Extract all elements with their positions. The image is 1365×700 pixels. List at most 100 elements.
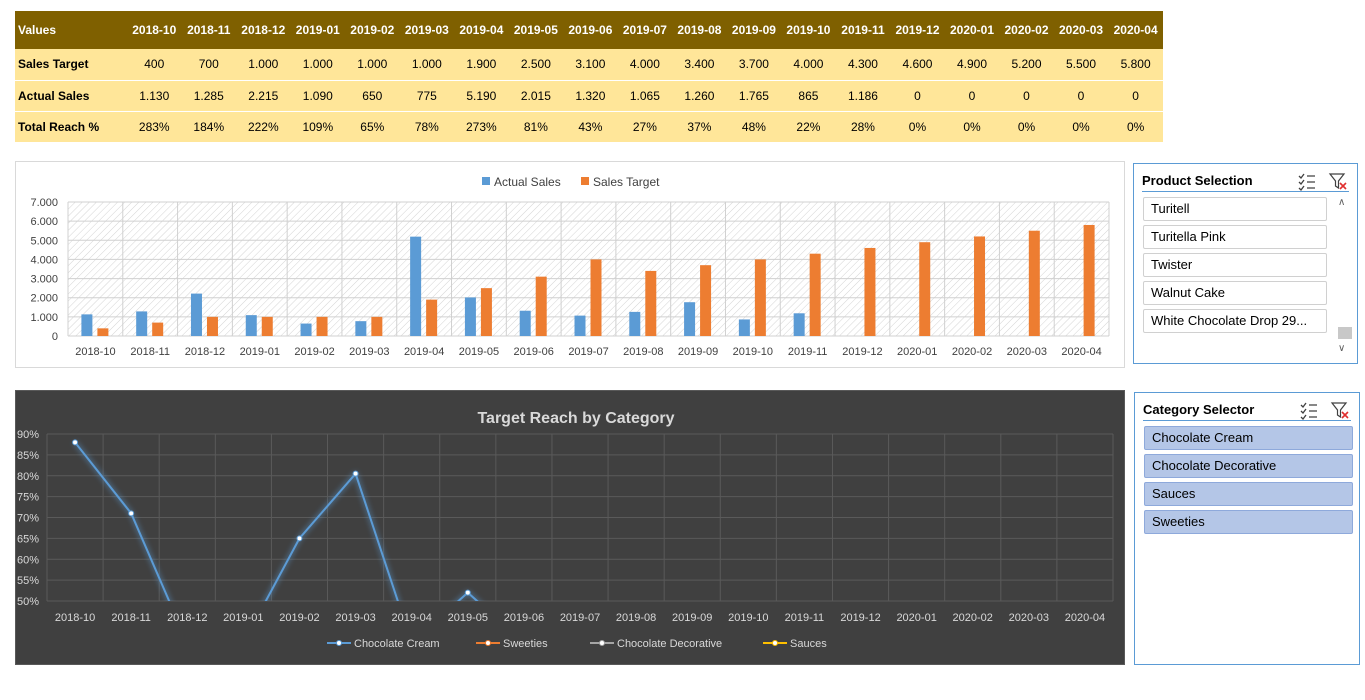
slicer-item[interactable]: Twister <box>1143 253 1327 277</box>
table-cell[interactable]: 5.500 <box>1053 49 1109 80</box>
table-cell[interactable]: 5.200 <box>999 49 1054 80</box>
table-cell[interactable]: 0 <box>944 79 1000 111</box>
slicer-scrollbar[interactable]: ∧ ∨ <box>1336 197 1352 357</box>
table-cell[interactable]: 283% <box>127 110 182 142</box>
clear-filter-icon[interactable] <box>1328 171 1348 191</box>
bar-actual-sales[interactable] <box>81 314 93 336</box>
table-cell[interactable]: 184% <box>181 110 237 142</box>
bar-sales-target[interactable] <box>152 322 164 336</box>
table-cell[interactable]: 0 <box>999 79 1054 111</box>
bar-sales-target[interactable] <box>535 276 547 336</box>
table-cell[interactable]: 1.000 <box>236 49 291 80</box>
table-cell[interactable]: 5.800 <box>1108 49 1163 80</box>
table-cell[interactable]: 273% <box>454 110 509 142</box>
bar-sales-target[interactable] <box>919 242 931 336</box>
scroll-thumb[interactable] <box>1338 327 1352 339</box>
table-cell[interactable]: 4.900 <box>944 49 1000 80</box>
slicer-item[interactable]: Sweeties <box>1144 510 1353 534</box>
table-cell[interactable]: 4.000 <box>617 49 673 80</box>
table-cell[interactable]: 4.300 <box>835 49 891 80</box>
table-cell[interactable]: 0% <box>890 110 945 142</box>
scroll-up-icon[interactable]: ∧ <box>1338 197 1346 208</box>
sales-bar-chart[interactable]: 0 1.000 2.000 3.000 4.000 5.000 6.000 7.000 2018… <box>15 161 1125 368</box>
table-cell[interactable]: 28% <box>835 110 891 142</box>
table-cell[interactable]: 0% <box>944 110 1000 142</box>
bar-sales-target[interactable] <box>974 236 986 336</box>
category-selector-slicer[interactable]: Category Selector Chocolate Cream Chocola… <box>1134 392 1360 665</box>
table-cell[interactable]: 1.090 <box>290 79 346 111</box>
table-cell[interactable]: 1.260 <box>672 79 727 111</box>
table-cell[interactable]: 1.130 <box>127 79 182 111</box>
bar-sales-target[interactable] <box>206 316 218 336</box>
data-point[interactable] <box>128 510 135 517</box>
table-cell[interactable]: 1.900 <box>454 49 509 80</box>
target-reach-line-chart[interactable]: Target Reach by Category 50% 55% 60% 65% 70% 7… <box>15 390 1125 665</box>
table-cell[interactable]: 0% <box>1053 110 1109 142</box>
bar-actual-sales[interactable] <box>464 297 476 336</box>
bar-sales-target[interactable] <box>1028 230 1040 336</box>
slicer-item[interactable]: White Chocolate Drop 29... <box>1143 309 1327 333</box>
table-cell[interactable]: 1.320 <box>563 79 618 111</box>
table-cell[interactable]: 65% <box>345 110 400 142</box>
data-point[interactable] <box>352 470 359 477</box>
table-cell[interactable]: 0 <box>1053 79 1109 111</box>
scroll-down-icon[interactable]: ∨ <box>1338 343 1346 354</box>
bar-actual-sales[interactable] <box>629 311 641 336</box>
table-cell[interactable]: 2.215 <box>236 79 291 111</box>
table-cell[interactable]: 2.015 <box>508 79 564 111</box>
table-cell[interactable]: 43% <box>563 110 618 142</box>
table-cell[interactable]: 0 <box>1108 79 1163 111</box>
table-cell[interactable]: 3.700 <box>726 49 782 80</box>
table-cell[interactable]: 22% <box>781 110 836 142</box>
table-cell[interactable]: 1.000 <box>345 49 400 80</box>
bar-sales-target[interactable] <box>864 247 876 336</box>
table-cell[interactable]: 5.190 <box>454 79 509 111</box>
table-cell[interactable]: 3.100 <box>563 49 618 80</box>
bar-sales-target[interactable] <box>809 253 821 336</box>
table-cell[interactable]: 4.000 <box>781 49 836 80</box>
table-cell[interactable]: 109% <box>290 110 346 142</box>
data-point[interactable] <box>296 535 303 542</box>
slicer-item[interactable]: Sauces <box>1144 482 1353 506</box>
data-point[interactable] <box>464 589 471 596</box>
table-cell[interactable]: 4.600 <box>890 49 945 80</box>
table-cell[interactable]: 2.500 <box>508 49 564 80</box>
bar-sales-target[interactable] <box>480 288 492 336</box>
table-cell[interactable]: 81% <box>508 110 564 142</box>
bar-actual-sales[interactable] <box>300 323 312 336</box>
table-cell[interactable]: 0% <box>999 110 1054 142</box>
table-cell[interactable]: 1.285 <box>181 79 237 111</box>
multi-select-icon[interactable] <box>1299 400 1319 420</box>
table-cell[interactable]: 78% <box>399 110 455 142</box>
data-point[interactable] <box>72 439 79 446</box>
slicer-item[interactable]: Turitell <box>1143 197 1327 221</box>
product-selection-slicer[interactable]: Product Selection Turitell Turitella Pink… <box>1133 163 1358 364</box>
multi-select-icon[interactable] <box>1297 171 1317 191</box>
table-cell[interactable]: 650 <box>345 79 400 111</box>
bar-actual-sales[interactable] <box>190 293 202 336</box>
bar-actual-sales[interactable] <box>793 313 805 336</box>
bar-actual-sales[interactable] <box>738 319 750 336</box>
slicer-item[interactable]: Chocolate Cream <box>1144 426 1353 450</box>
table-cell[interactable]: 1.000 <box>399 49 455 80</box>
bar-sales-target[interactable] <box>316 316 328 336</box>
table-cell[interactable]: 700 <box>181 49 237 80</box>
table-cell[interactable]: 0% <box>1108 110 1163 142</box>
bar-sales-target[interactable] <box>754 259 766 336</box>
bar-sales-target[interactable] <box>426 299 438 336</box>
table-cell[interactable]: 1.065 <box>617 79 673 111</box>
bar-actual-sales[interactable] <box>684 302 696 336</box>
table-cell[interactable]: 37% <box>672 110 727 142</box>
bar-sales-target[interactable] <box>97 328 109 336</box>
slicer-item[interactable]: Walnut Cake <box>1143 281 1327 305</box>
bar-sales-target[interactable] <box>590 259 602 336</box>
slicer-item[interactable]: Chocolate Decorative <box>1144 454 1353 478</box>
table-cell[interactable]: 222% <box>236 110 291 142</box>
clear-filter-icon[interactable] <box>1330 400 1350 420</box>
bar-actual-sales[interactable] <box>355 321 367 336</box>
table-cell[interactable]: 48% <box>726 110 782 142</box>
table-cell[interactable]: 400 <box>127 49 182 80</box>
table-cell[interactable]: 3.400 <box>672 49 727 80</box>
bar-sales-target[interactable] <box>261 316 273 336</box>
table-cell[interactable]: 1.000 <box>290 49 346 80</box>
